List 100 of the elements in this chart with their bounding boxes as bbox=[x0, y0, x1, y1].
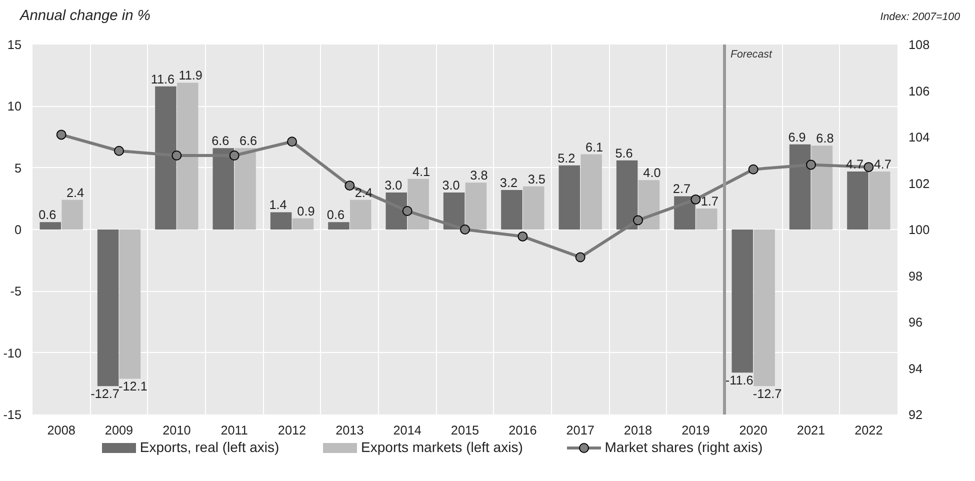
bar bbox=[234, 148, 256, 230]
y2-tick-label: 104 bbox=[908, 130, 930, 144]
data-label: 3.0 bbox=[384, 178, 402, 192]
x-tick-label: 2021 bbox=[796, 424, 826, 438]
bar bbox=[408, 178, 429, 230]
data-label: -12.7 bbox=[90, 387, 120, 402]
point bbox=[172, 150, 182, 160]
data-label: 6.6 bbox=[212, 134, 230, 148]
data-label: -12.7 bbox=[752, 387, 782, 402]
y2-tick-label: 100 bbox=[908, 223, 930, 237]
point bbox=[56, 130, 66, 140]
point bbox=[806, 160, 816, 170]
bar bbox=[443, 192, 465, 230]
bar bbox=[176, 82, 198, 230]
point bbox=[460, 224, 470, 234]
point bbox=[864, 162, 874, 172]
point bbox=[633, 215, 643, 226]
data-label: 0.6 bbox=[326, 208, 345, 222]
bar bbox=[62, 200, 83, 230]
x-tick-label: 2013 bbox=[336, 424, 364, 438]
bar bbox=[522, 186, 544, 230]
bar bbox=[868, 172, 890, 230]
legend-label: Exports markets (left axis) bbox=[361, 439, 523, 455]
bar bbox=[616, 160, 638, 230]
data-label: 6.1 bbox=[585, 140, 604, 154]
data-label: 3.2 bbox=[500, 176, 518, 190]
legend-label: Exports, real (left axis) bbox=[140, 439, 280, 455]
data-label: 11.9 bbox=[178, 68, 202, 83]
bar bbox=[580, 154, 602, 230]
bar bbox=[638, 180, 660, 230]
point bbox=[344, 180, 355, 191]
data-label: 6.9 bbox=[788, 130, 806, 144]
data-label: 0.6 bbox=[38, 208, 56, 222]
data-label: 3.5 bbox=[528, 172, 546, 186]
point bbox=[114, 146, 124, 156]
y2-tick-label: 102 bbox=[908, 176, 930, 191]
point bbox=[690, 194, 701, 204]
data-label: 2.7 bbox=[672, 182, 691, 196]
data-label: 3.0 bbox=[442, 178, 460, 192]
bar bbox=[40, 222, 62, 230]
x-tick-label: 2010 bbox=[162, 424, 191, 438]
bar bbox=[155, 86, 176, 230]
y-axis-title: Annual change in % bbox=[20, 7, 150, 26]
bar bbox=[732, 230, 754, 373]
data-label: 2.4 bbox=[66, 186, 84, 200]
bar bbox=[558, 165, 580, 230]
bar bbox=[754, 230, 775, 386]
y-tick-label: -10 bbox=[3, 346, 22, 360]
legend-label: Market shares (right axis) bbox=[604, 439, 763, 455]
bar bbox=[847, 172, 868, 230]
bar bbox=[789, 144, 811, 230]
data-label: -11.6 bbox=[725, 374, 754, 388]
bar bbox=[212, 148, 234, 230]
data-label: 4.7 bbox=[874, 158, 892, 172]
y2-tick-label: 106 bbox=[908, 84, 930, 98]
x-tick-label: 2012 bbox=[278, 424, 306, 438]
x-tick-label: 2011 bbox=[220, 424, 248, 438]
x-tick-label: 2008 bbox=[47, 424, 76, 438]
data-label: 5.2 bbox=[558, 151, 576, 166]
x-tick-label: 2016 bbox=[508, 424, 537, 438]
y2-tick-label: 96 bbox=[908, 316, 923, 330]
data-label: 4.7 bbox=[846, 158, 864, 172]
bar bbox=[696, 208, 718, 230]
y-tick-label: 15 bbox=[7, 38, 22, 52]
data-label: 0.9 bbox=[297, 204, 315, 218]
bar bbox=[328, 222, 350, 230]
data-label: 4.1 bbox=[412, 164, 430, 179]
point bbox=[287, 136, 297, 147]
point bbox=[229, 150, 240, 160]
data-label: 6.6 bbox=[239, 134, 258, 148]
data-label: 5.6 bbox=[615, 146, 633, 160]
y2-tick-label: 94 bbox=[908, 362, 923, 376]
data-label: 6.8 bbox=[816, 132, 834, 146]
bar bbox=[465, 182, 487, 230]
point bbox=[518, 231, 528, 242]
point bbox=[748, 164, 758, 174]
point bbox=[402, 206, 412, 216]
x-tick-label: 2018 bbox=[624, 424, 652, 438]
bar bbox=[811, 146, 833, 230]
bar bbox=[97, 230, 119, 386]
x-tick-label: 2019 bbox=[682, 424, 710, 438]
y2-tick-label: 108 bbox=[908, 38, 930, 52]
data-label: 4.0 bbox=[643, 166, 661, 180]
data-label: 1.7 bbox=[700, 194, 718, 209]
y2-tick-label: 98 bbox=[908, 269, 923, 284]
y2-tick-label: 92 bbox=[908, 408, 923, 422]
bar bbox=[119, 230, 141, 379]
data-label: 3.8 bbox=[470, 168, 488, 183]
x-tick-label: 2015 bbox=[450, 424, 480, 438]
x-tick-label: 2020 bbox=[739, 424, 768, 438]
y-tick-label: 10 bbox=[7, 100, 22, 114]
y-tick-label: 0 bbox=[14, 223, 22, 237]
bar bbox=[501, 190, 522, 230]
data-label: -12.1 bbox=[118, 380, 148, 394]
x-tick-label: 2009 bbox=[104, 424, 134, 438]
data-label: 11.6 bbox=[150, 72, 175, 86]
data-label: 1.4 bbox=[269, 198, 287, 212]
ref-line-label: Forecast bbox=[730, 48, 773, 60]
x-tick-label: 2022 bbox=[854, 424, 883, 438]
y-tick-label: -5 bbox=[10, 284, 22, 299]
